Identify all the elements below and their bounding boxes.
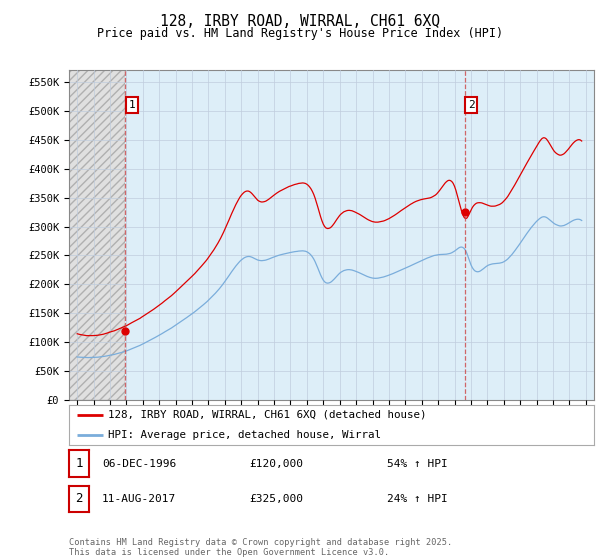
Text: Price paid vs. HM Land Registry's House Price Index (HPI): Price paid vs. HM Land Registry's House …	[97, 27, 503, 40]
Text: 2: 2	[468, 100, 475, 110]
Text: 1: 1	[76, 457, 83, 470]
Text: £120,000: £120,000	[249, 459, 303, 469]
Bar	[125, 70, 594, 400]
Text: 128, IRBY ROAD, WIRRAL, CH61 6XQ (detached house): 128, IRBY ROAD, WIRRAL, CH61 6XQ (detach…	[109, 410, 427, 420]
Bar	[69, 70, 125, 400]
Text: £325,000: £325,000	[249, 494, 303, 504]
Text: HPI: Average price, detached house, Wirral: HPI: Average price, detached house, Wirr…	[109, 430, 382, 440]
Text: 11-AUG-2017: 11-AUG-2017	[102, 494, 176, 504]
Text: 2: 2	[76, 492, 83, 506]
Text: 06-DEC-1996: 06-DEC-1996	[102, 459, 176, 469]
Bar	[69, 70, 125, 400]
Text: 1: 1	[128, 100, 135, 110]
Text: 54% ↑ HPI: 54% ↑ HPI	[387, 459, 448, 469]
Text: Contains HM Land Registry data © Crown copyright and database right 2025.
This d: Contains HM Land Registry data © Crown c…	[69, 538, 452, 557]
Text: 128, IRBY ROAD, WIRRAL, CH61 6XQ: 128, IRBY ROAD, WIRRAL, CH61 6XQ	[160, 14, 440, 29]
Text: 24% ↑ HPI: 24% ↑ HPI	[387, 494, 448, 504]
